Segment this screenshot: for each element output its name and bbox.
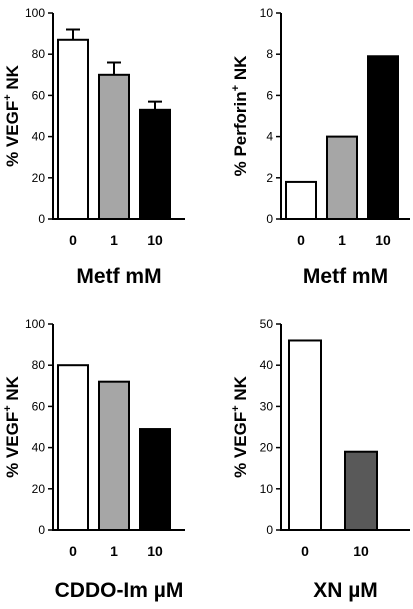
bar-0 <box>285 180 317 220</box>
axes <box>52 324 185 531</box>
x-category-label: 10 <box>375 232 391 248</box>
y-tick-label: 40 <box>260 358 274 372</box>
y-axis-title: % VEGF+ NK <box>230 375 250 478</box>
error-bar-0 <box>66 28 80 40</box>
y-tick-label: 80 <box>32 358 46 372</box>
x-axis-title: XN µM <box>313 579 378 602</box>
bar-0 <box>57 364 89 532</box>
y-tick-label: 40 <box>32 130 46 144</box>
y-tick-label: 8 <box>266 47 273 61</box>
y-tick-label: 6 <box>266 88 273 102</box>
axes <box>52 13 185 220</box>
y-tick-label: 50 <box>260 317 274 331</box>
x-category-label: 1 <box>110 232 118 248</box>
x-category-label: 10 <box>147 232 163 248</box>
y-tick-label: 40 <box>32 441 46 455</box>
axes <box>280 13 410 220</box>
y-tick-label: 60 <box>32 399 46 413</box>
x-category-label: 0 <box>69 232 77 248</box>
x-category-label: 0 <box>297 232 305 248</box>
y-tick-label: 20 <box>260 441 274 455</box>
y-tick-label: 0 <box>38 523 45 537</box>
x-category-label: 1 <box>338 232 346 248</box>
y-tick-label: 0 <box>266 523 273 537</box>
bar-10 <box>367 55 399 221</box>
y-tick-label: 0 <box>266 212 273 226</box>
chart-panel-1: 0 20 40 60 80 100 0 1 10 Metf mM % VEGF+ NK <box>2 6 185 288</box>
bar-0 <box>57 38 89 220</box>
bar-10 <box>139 428 171 531</box>
y-tick-label: 4 <box>266 130 273 144</box>
axes <box>280 324 410 531</box>
x-category-label: 0 <box>69 543 77 559</box>
y-axis-title: % VEGF+ NK <box>2 375 22 478</box>
x-axis-title: Metf mM <box>76 265 161 288</box>
y-tick-label: 10 <box>260 482 274 496</box>
x-axis-title: Metf mM <box>303 265 388 288</box>
bar-1 <box>98 73 130 220</box>
bar-10 <box>344 450 378 531</box>
y-tick-label: 20 <box>32 482 46 496</box>
bar-0 <box>288 339 322 532</box>
error-bar-1 <box>107 61 121 75</box>
chart-panel-2: 0 2 4 6 8 10 0 1 10 Metf mM % Perforin+ NK <box>230 6 410 288</box>
bar-10 <box>139 108 171 220</box>
y-tick-label: 0 <box>38 212 45 226</box>
bar-1 <box>98 380 130 531</box>
x-category-label: 10 <box>353 543 369 559</box>
y-tick-label: 100 <box>25 317 45 331</box>
y-tick-label: 30 <box>260 399 274 413</box>
y-tick-label: 100 <box>25 6 45 20</box>
y-axis-title: % VEGF+ NK <box>2 64 22 167</box>
x-category-label: 10 <box>147 543 163 559</box>
bar-1 <box>326 135 358 221</box>
y-tick-label: 10 <box>260 6 274 20</box>
y-tick-label: 80 <box>32 47 46 61</box>
chart-panel-4: 0 10 20 30 40 50 0 10 XN µM % VEGF+ NK <box>230 317 410 602</box>
x-axis-title: CDDO-Im µM <box>55 579 184 602</box>
y-axis-title: % Perforin+ NK <box>230 55 250 176</box>
y-tick-label: 60 <box>32 88 46 102</box>
y-tick-label: 20 <box>32 171 46 185</box>
x-category-label: 0 <box>301 543 309 559</box>
error-bar-10 <box>148 100 162 110</box>
x-category-label: 1 <box>110 543 118 559</box>
y-tick-label: 2 <box>266 171 273 185</box>
chart-panel-3: 0 20 40 60 80 100 0 1 10 CDDO-Im µM % VEGF+ NK <box>2 317 185 602</box>
